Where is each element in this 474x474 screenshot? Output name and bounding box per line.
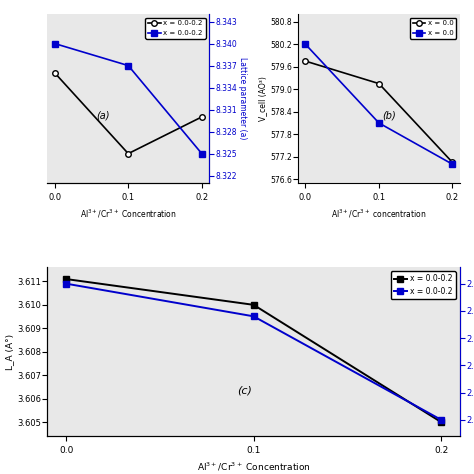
x = 0.0-0.2 [199, 151, 205, 156]
Text: (b): (b) [382, 111, 396, 121]
x = 0.0-0.2 [64, 276, 69, 282]
Line: x = 0.0: x = 0.0 [302, 41, 455, 167]
x = 0.0 [376, 120, 382, 126]
Y-axis label: Lattice parameter (a): Lattice parameter (a) [238, 57, 247, 140]
Line: x = 0.0: x = 0.0 [302, 58, 455, 165]
x = 0.0-0.2 [126, 151, 131, 156]
X-axis label: Al$^{3+}$/Cr$^{3+}$ Concentration: Al$^{3+}$/Cr$^{3+}$ Concentration [80, 207, 177, 219]
x = 0.0-0.2 [126, 63, 131, 68]
Text: (c): (c) [237, 386, 252, 396]
Y-axis label: L_A (A°): L_A (A°) [5, 334, 14, 370]
x = 0.0-0.2 [251, 302, 256, 308]
X-axis label: Al$^{3+}$/Cr$^{3+}$ concentration: Al$^{3+}$/Cr$^{3+}$ concentration [331, 207, 427, 219]
Line: x = 0.0-0.2: x = 0.0-0.2 [63, 275, 445, 426]
Line: x = 0.0-0.2: x = 0.0-0.2 [52, 41, 205, 156]
Y-axis label: V_cell (AO³): V_cell (AO³) [258, 76, 267, 121]
x = 0.0-0.2 [64, 281, 69, 286]
x = 0.0 [449, 161, 455, 167]
x = 0.0 [302, 41, 308, 47]
Legend: x = 0.0-0.2, x = 0.0-0.2: x = 0.0-0.2, x = 0.0-0.2 [146, 18, 206, 39]
Line: x = 0.0-0.2: x = 0.0-0.2 [63, 280, 445, 423]
x = 0.0-0.2 [52, 41, 58, 46]
x = 0.0 [449, 159, 455, 165]
x = 0.0-0.2 [199, 114, 205, 120]
X-axis label: Al$^{3+}$/Cr$^{3+}$ Concentration: Al$^{3+}$/Cr$^{3+}$ Concentration [197, 460, 310, 473]
Line: x = 0.0-0.2: x = 0.0-0.2 [52, 70, 205, 156]
x = 0.0-0.2 [438, 419, 444, 425]
x = 0.0 [302, 58, 308, 64]
x = 0.0-0.2 [438, 417, 444, 423]
Text: (a): (a) [96, 111, 109, 121]
x = 0.0-0.2 [52, 70, 58, 76]
x = 0.0-0.2 [251, 313, 256, 319]
x = 0.0 [376, 81, 382, 86]
Legend: x = 0.0-0.2, x = 0.0-0.2: x = 0.0-0.2, x = 0.0-0.2 [391, 271, 456, 299]
Legend: x = 0.0, x = 0.0: x = 0.0, x = 0.0 [410, 18, 456, 39]
